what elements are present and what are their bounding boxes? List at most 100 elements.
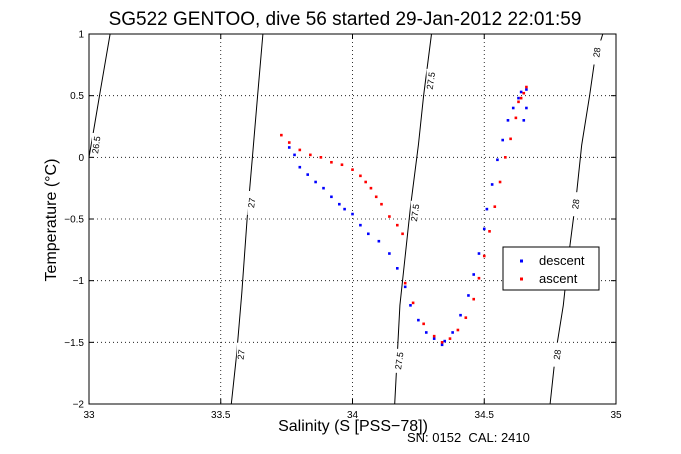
data-point-ascent	[493, 205, 497, 208]
data-point-descent	[359, 223, 362, 227]
data-point-descent	[485, 207, 489, 211]
data-point-descent	[501, 138, 504, 142]
data-point-ascent	[388, 215, 391, 218]
x-axis-label: Salinity (S [PSS−78])	[278, 418, 428, 435]
contour-label-bg	[236, 342, 247, 367]
data-point-descent	[388, 252, 391, 255]
y-tick-label: 1	[78, 30, 84, 41]
data-point-ascent	[432, 334, 436, 338]
x-tick-label: 34	[347, 410, 359, 421]
data-point-descent	[482, 227, 486, 231]
data-point-descent	[490, 183, 494, 186]
y-tick-label: −0.5	[64, 215, 84, 226]
contour-label: 27	[246, 197, 257, 208]
data-point-ascent	[482, 254, 486, 258]
data-point-descent	[343, 207, 346, 211]
data-point-ascent	[395, 223, 399, 227]
contour-label: 26.5	[90, 136, 102, 155]
x-tick-label: 33	[83, 410, 95, 421]
data-point-descent	[424, 331, 428, 334]
data-point-ascent	[401, 232, 404, 236]
data-point-descent	[298, 165, 302, 169]
data-point-descent	[467, 294, 470, 297]
data-point-descent	[496, 158, 499, 162]
data-point-ascent	[488, 230, 491, 233]
contour-label-bg	[426, 68, 437, 93]
data-point-descent	[314, 180, 317, 184]
contour-label: 27.5	[393, 351, 405, 370]
axis-ticks: 33 33.5 34 34.5 35 −2 −1.5 −1 −0.5 0 0.5 1	[64, 30, 622, 422]
data-point-descent	[293, 153, 296, 157]
contour-label-bg	[553, 342, 564, 367]
legend: descent ascent	[502, 246, 600, 291]
data-point-descent	[522, 119, 526, 122]
data-point-descent	[403, 285, 407, 289]
data-point-descent	[338, 202, 341, 206]
legend-label-descent: descent	[539, 253, 585, 268]
legend-marker-ascent	[520, 277, 523, 281]
data-point-descent	[409, 304, 412, 307]
contour-label: 28	[591, 47, 602, 58]
data-point-descent	[395, 267, 399, 270]
chart-title: SG522 GENTOO, dive 56 started 29-Jan-201…	[109, 9, 582, 30]
data-point-descent	[517, 96, 520, 100]
data-point-descent	[417, 318, 420, 322]
data-point-ascent	[514, 116, 518, 120]
data-point-descent	[443, 339, 447, 343]
data-point-ascent	[498, 180, 502, 184]
serial-calibration-text: SN: 0152 CAL: 2410	[407, 430, 530, 445]
x-tick-label: 33.5	[211, 410, 231, 421]
data-point-ascent	[477, 276, 481, 280]
legend-label-ascent: ascent	[539, 271, 578, 286]
data-point-descent	[367, 232, 370, 236]
legend-box	[502, 246, 600, 291]
y-tick-label: −1	[73, 276, 85, 287]
data-point-descent	[477, 252, 481, 255]
data-point-ascent	[522, 91, 526, 95]
data-point-descent	[519, 90, 523, 94]
data-point-ascent	[519, 96, 523, 100]
y-axis-label: Temperature (°C)	[43, 159, 60, 282]
data-point-ascent	[504, 156, 507, 159]
data-point-ascent	[319, 156, 323, 159]
data-point-descent	[287, 146, 291, 149]
data-point-ascent	[374, 195, 378, 199]
data-point-descent	[432, 337, 436, 340]
data-point-ascent	[298, 148, 302, 152]
contour-label: 27.5	[425, 71, 437, 90]
data-point-ascent	[464, 316, 468, 319]
data-point-ascent	[369, 186, 373, 190]
contour-label: 27.5	[409, 203, 421, 222]
y-tick-label: 0.5	[70, 91, 84, 102]
y-tick-label: −2	[73, 400, 85, 411]
data-point-ascent	[525, 85, 528, 89]
data-point-ascent	[351, 168, 354, 171]
data-point-ascent	[440, 341, 444, 344]
contour-label-bg	[571, 192, 582, 217]
data-point-descent	[440, 343, 444, 347]
contour-label: 28	[552, 349, 563, 360]
density-contours: 26.5 27 27 27.5 27.5 27.5 28 28 28	[88, 33, 604, 405]
data-point-ascent	[280, 133, 283, 137]
data-points	[280, 85, 528, 347]
data-point-descent	[306, 173, 310, 176]
data-point-ascent	[448, 337, 452, 340]
data-point-descent	[525, 106, 528, 110]
contour-label-bg	[592, 40, 603, 65]
data-point-ascent	[330, 160, 333, 164]
grid-lines	[89, 34, 616, 404]
data-point-ascent	[472, 297, 476, 301]
data-point-descent	[506, 119, 510, 122]
data-point-ascent	[422, 322, 425, 326]
data-point-descent	[330, 195, 333, 199]
y-tick-label: 0	[78, 153, 84, 164]
data-point-ascent	[364, 180, 367, 184]
data-point-descent	[377, 239, 381, 243]
contour-label-bg	[91, 133, 102, 157]
contour-label-bg	[394, 348, 405, 373]
x-tick-label: 34.5	[475, 410, 495, 421]
contour-label: 27	[236, 349, 247, 360]
data-point-ascent	[509, 137, 512, 141]
data-point-ascent	[359, 174, 362, 178]
